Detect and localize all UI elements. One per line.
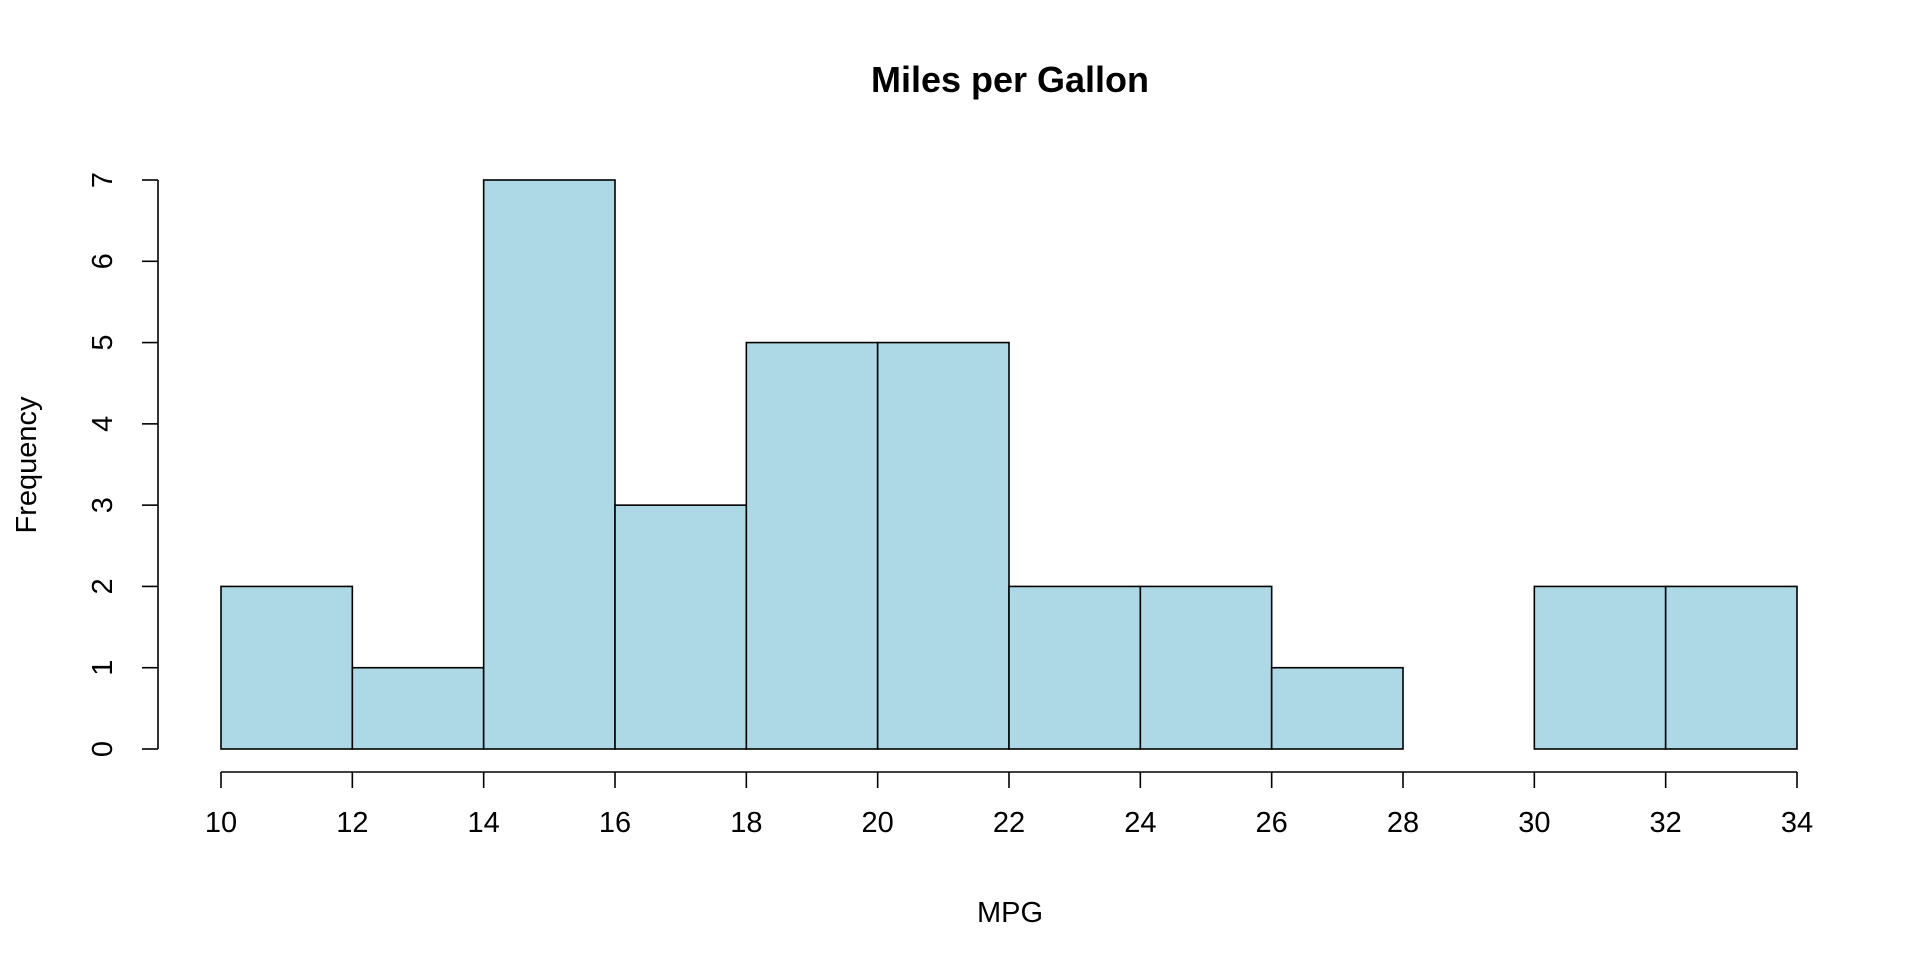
- bars-group: [220, 179, 1798, 750]
- x-axis-label: MPG: [977, 897, 1043, 929]
- x-tick-label: 32: [1650, 807, 1682, 839]
- x-tick-label: 24: [1124, 807, 1156, 839]
- y-tick-label: 7: [87, 172, 119, 188]
- x-tick-label: 20: [862, 807, 894, 839]
- x-tick-label: 14: [468, 807, 500, 839]
- y-tick-label: 6: [87, 253, 119, 269]
- x-tick-label: 28: [1387, 807, 1419, 839]
- histogram-bar: [1139, 585, 1273, 750]
- y-tick-label: 3: [87, 497, 119, 513]
- histogram-bar: [1664, 585, 1798, 750]
- histogram-bar: [351, 666, 485, 750]
- x-axis: 10 12 14 16 18 20 22 24 26 28 30 32 34: [205, 771, 1813, 839]
- x-tick-label: 30: [1518, 807, 1550, 839]
- histogram-bar: [876, 341, 1010, 750]
- x-tick-label: 22: [993, 807, 1025, 839]
- histogram-bar: [1533, 585, 1667, 750]
- x-tick-label: 16: [599, 807, 631, 839]
- y-tick-label: 1: [87, 660, 119, 676]
- y-tick-label: 2: [87, 578, 119, 594]
- x-tick-label: 12: [336, 807, 368, 839]
- chart-title: Miles per Gallon: [871, 59, 1149, 100]
- y-tick-label: 5: [87, 335, 119, 351]
- histogram-bar: [745, 341, 879, 750]
- x-tick-label: 18: [730, 807, 762, 839]
- x-tick-label: 34: [1781, 807, 1813, 839]
- y-tick-label: 0: [87, 741, 119, 757]
- histogram-bar: [220, 585, 354, 750]
- x-tick-label: 26: [1256, 807, 1288, 839]
- y-axis-label: Frequency: [11, 396, 43, 534]
- y-tick-label: 4: [87, 416, 119, 432]
- y-axis: 0 1 2 3 4 5 6 7: [87, 172, 159, 757]
- histogram-bar: [1008, 585, 1142, 750]
- histogram-bar: [614, 504, 748, 750]
- histogram-bar: [1270, 666, 1404, 750]
- histogram-bar: [482, 179, 616, 750]
- x-tick-label: 10: [205, 807, 237, 839]
